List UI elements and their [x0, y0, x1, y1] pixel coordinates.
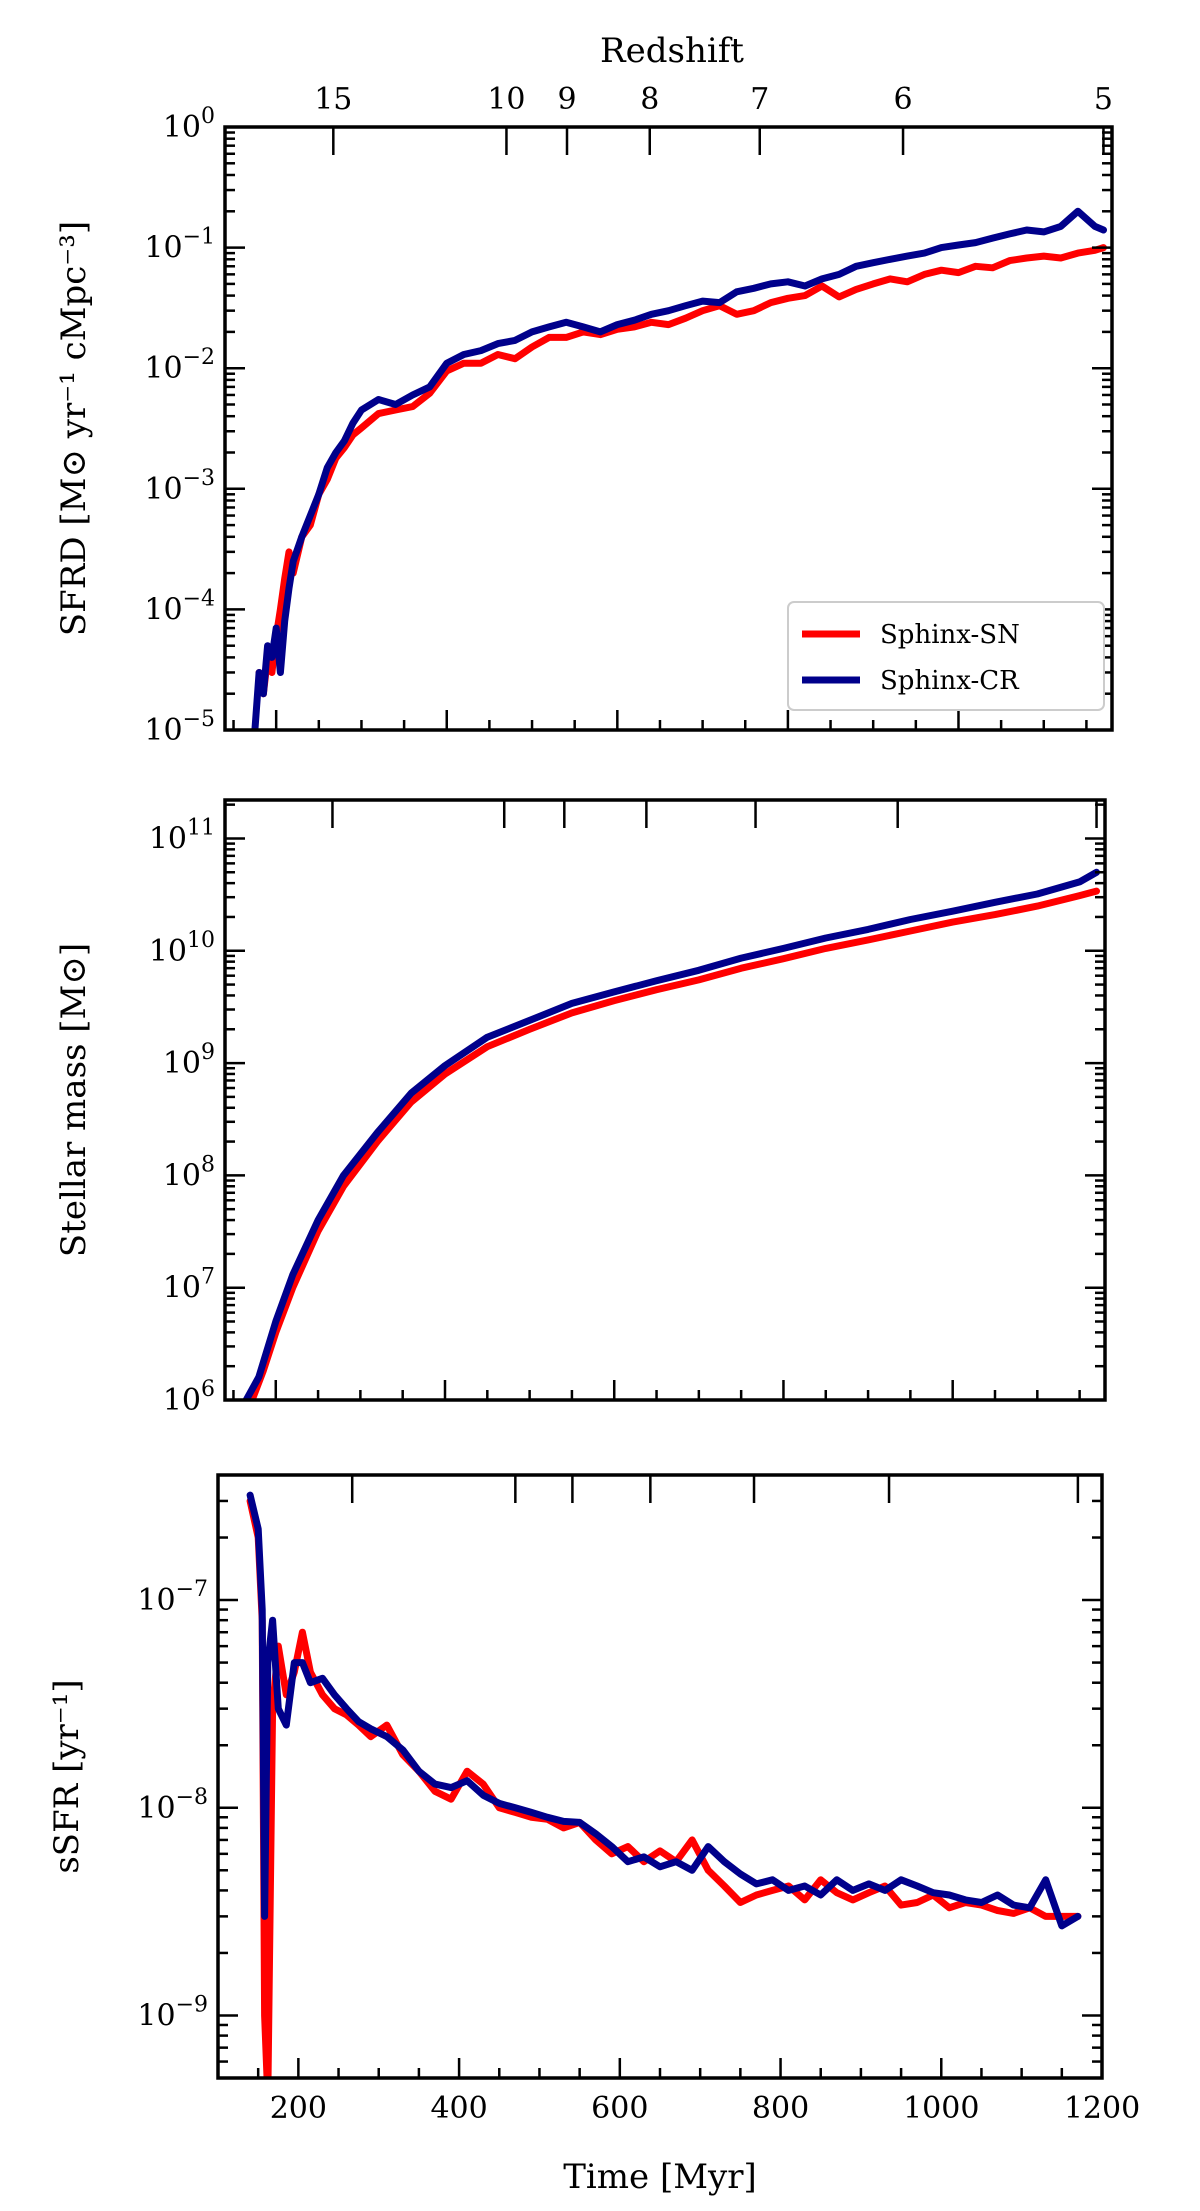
x-tick-label: 200: [270, 2091, 327, 2126]
sfrd-panel: 100 10−1 10−2 10−3 10−4 10−5 15 10 9 8 7 6 5 SFRD [M⊙…: [54, 82, 1114, 748]
redshift-tick-label: 7: [750, 82, 769, 117]
redshift-axis-title: Redshift: [600, 31, 744, 71]
redshift-tick-label: 5: [1094, 82, 1113, 117]
x-tick-label: 600: [591, 2091, 648, 2126]
y-tick-label: 10−1: [144, 225, 215, 266]
plot-frame: [223, 798, 1107, 1402]
plot-frame: [216, 1473, 1104, 2080]
y-tick-label: 106: [163, 1377, 215, 1418]
y-tick-label: 10−4: [144, 586, 215, 627]
y-tick-label: 10−2: [144, 345, 215, 386]
x-tick-label: 1200: [1064, 2091, 1140, 2126]
series-line-sphinx-cr: [251, 207, 1107, 730]
y-tick-label: 10−9: [137, 1992, 208, 2033]
y-tick-label: 109: [163, 1040, 215, 1081]
redshift-tick-label: 6: [893, 82, 912, 117]
y-tick-label: 107: [163, 1265, 215, 1306]
redshift-tick-label: 10: [487, 82, 525, 117]
legend-label-sphinx-sn: Sphinx-SN: [880, 620, 1020, 650]
stellar-mass-panel: 1011 1010 109 108 107 106 Stellar mass [M⊙]: [54, 798, 1107, 1418]
plot-frame: [223, 125, 1114, 732]
redshift-tick-label: 15: [314, 82, 352, 117]
y-tick-label: 10−3: [144, 466, 215, 507]
y-tick-label: 1011: [149, 815, 215, 856]
y-tick-label: 1010: [149, 928, 215, 969]
y-tick-label: 10−7: [137, 1577, 208, 1618]
redshift-tick-label: 9: [557, 82, 576, 117]
y-tick-label: 10−5: [144, 707, 215, 748]
time-axis-title: Time [Myr]: [563, 2157, 757, 2197]
series-line-sphinx-sn: [246, 1497, 1082, 2078]
x-tick-label: 1000: [903, 2091, 979, 2126]
series-line-sphinx-sn: [248, 887, 1100, 1400]
x-tick-label: 800: [752, 2091, 809, 2126]
y-tick-label: 108: [163, 1152, 215, 1193]
legend-label-sphinx-cr: Sphinx-CR: [880, 666, 1020, 696]
y-tick-label: 10−8: [137, 1785, 208, 1826]
series-line-sphinx-cr: [246, 1491, 1082, 1930]
series-line-sphinx-cr: [242, 868, 1100, 1400]
y-tick-label: 100: [163, 104, 215, 145]
y-axis-title: Stellar mass [M⊙]: [54, 943, 94, 1257]
y-axis-title: sSFR [yr⁻¹]: [47, 1679, 87, 1873]
x-tick-label: 400: [430, 2091, 487, 2126]
redshift-tick-label: 8: [640, 82, 659, 117]
legend-box: [787, 601, 1105, 711]
y-axis-title: SFRD [M⊙ yr⁻¹ cMpc⁻³]: [54, 221, 94, 636]
ssfr-panel: 10−7 10−8 10−9 200 400 600 800 1000 1200 sSFR [yr…: [47, 1473, 1140, 2126]
